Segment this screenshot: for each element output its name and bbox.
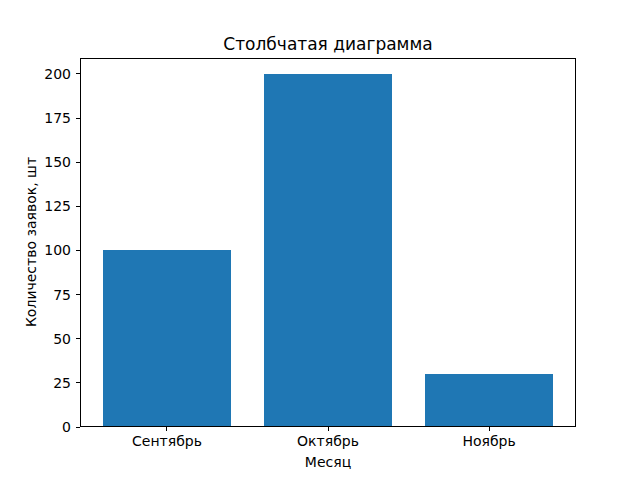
x-tick-mark: [328, 427, 329, 431]
y-tick-mark: [76, 118, 80, 119]
y-tick-label: 100: [0, 242, 71, 258]
bar-chart-figure: Столбчатая диаграмма Количество заявок, …: [0, 0, 640, 480]
y-tick-mark: [76, 162, 80, 163]
y-tick-label: 0: [0, 419, 71, 435]
y-tick-mark: [76, 427, 80, 428]
x-tick-label: Ноябрь: [462, 433, 515, 449]
y-tick-mark: [76, 382, 80, 383]
x-tick-label: Сентябрь: [132, 433, 202, 449]
y-tick-label: 125: [0, 198, 71, 214]
x-tick-mark: [489, 427, 490, 431]
x-axis-label: Месяц: [80, 454, 576, 470]
x-tick-mark: [166, 427, 167, 431]
y-tick-label: 25: [0, 375, 71, 391]
y-tick-label: 175: [0, 110, 71, 126]
y-tick-mark: [76, 206, 80, 207]
chart-title: Столбчатая диаграмма: [80, 34, 576, 54]
y-tick-mark: [76, 294, 80, 295]
y-tick-label: 150: [0, 154, 71, 170]
y-tick-label: 75: [0, 287, 71, 303]
y-tick-mark: [76, 250, 80, 251]
y-tick-label: 50: [0, 331, 71, 347]
x-tick-label: Октябрь: [297, 433, 359, 449]
y-tick-label: 200: [0, 66, 71, 82]
y-tick-mark: [76, 338, 80, 339]
y-tick-mark: [76, 73, 80, 74]
plot-area: [80, 58, 576, 427]
